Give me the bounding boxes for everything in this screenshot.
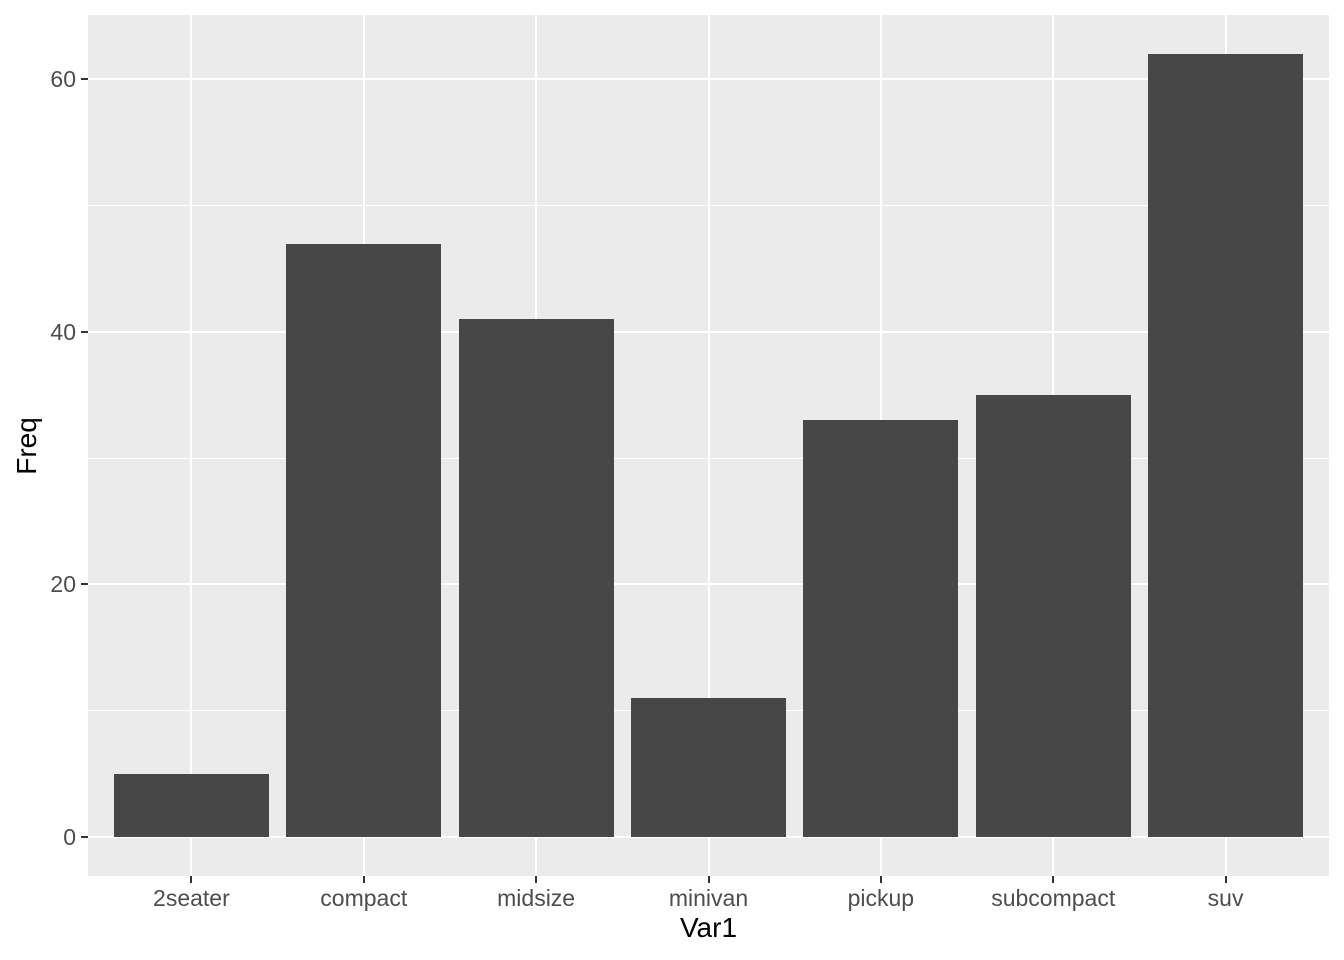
x-major-gridline [190,15,193,876]
y-tick [81,330,88,333]
x-tick [535,876,538,883]
y-tick [81,835,88,838]
bar-compact [286,243,442,837]
x-axis-title: Var1 [679,912,738,943]
bar-midsize [458,319,614,837]
x-tick-label: midsize [497,885,576,911]
y-tick-label: 20 [50,571,76,598]
x-tick-label: suv [1207,885,1244,911]
bar-2seater [113,773,269,837]
y-tick-label: 40 [50,318,76,345]
x-tick-label: subcompact [991,885,1116,911]
y-tick-label: 0 [63,823,76,850]
x-tick [362,876,365,883]
y-tick [81,78,88,81]
plot-panel [88,15,1329,876]
x-tick-label: compact [320,885,408,911]
x-tick-label: pickup [847,885,915,911]
y-tick-label: 60 [50,66,76,93]
x-tick-label: minivan [668,885,749,911]
x-tick [190,876,193,883]
x-tick [879,876,882,883]
x-tick-label: 2seater [153,885,230,911]
bar-minivan [630,697,787,837]
bar-suv [1148,54,1304,837]
bar-pickup [803,420,959,837]
y-tick [81,583,88,586]
y-axis-title: Freq [11,417,42,475]
x-tick [707,876,710,883]
x-tick [1224,876,1227,883]
bar-subcompact [975,395,1131,837]
x-major-gridline [707,15,710,876]
x-tick [1052,876,1055,883]
